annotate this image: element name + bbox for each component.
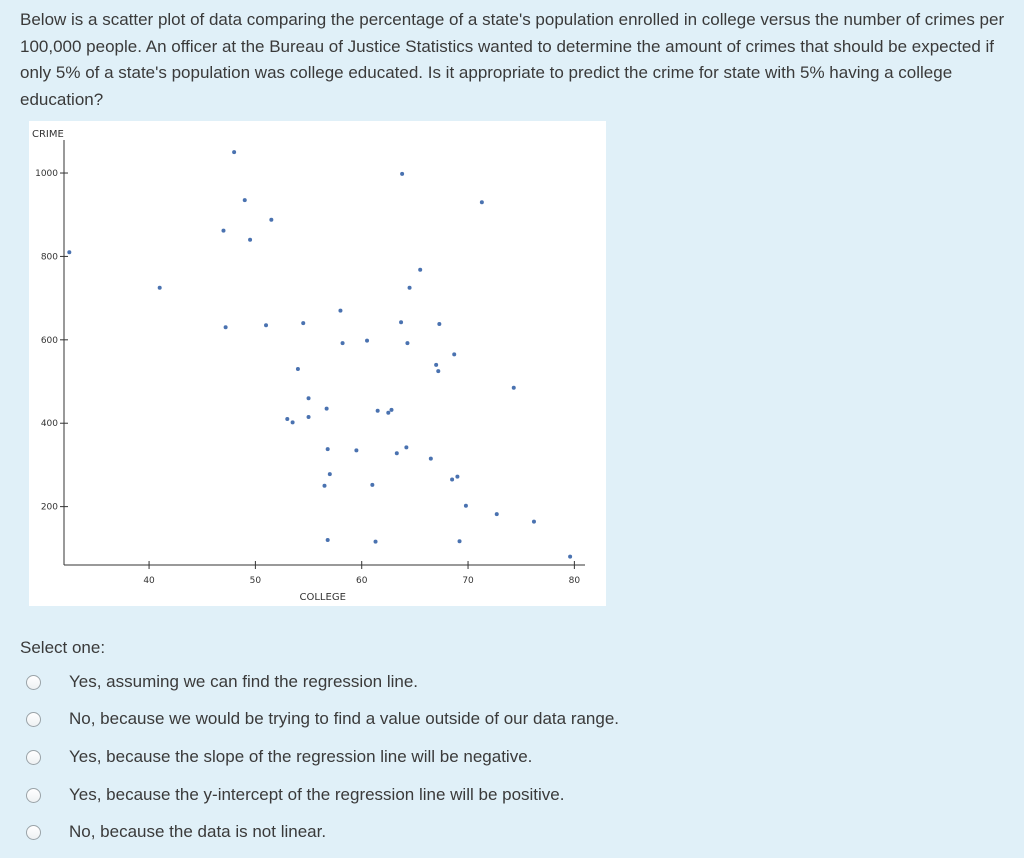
question-text: Below is a scatter plot of data comparin… [20,10,1005,109]
radio-button-icon[interactable] [26,674,41,690]
y-tick-label: 800 [41,252,58,262]
option-label: Yes, because the slope of the regression… [69,747,533,766]
scatter-point [354,448,359,453]
scatter-point [248,237,253,242]
x-tick-label: 50 [250,576,262,586]
scatter-point [407,285,412,290]
scatter-point [325,447,330,452]
scatter-point [285,417,290,422]
scatter-point [428,456,433,461]
radio-button-icon[interactable] [26,787,41,803]
scatter-point [264,323,269,328]
scatter-point [450,477,455,482]
option-5[interactable]: No, because the data is not linear. [26,819,326,845]
scatter-point [295,367,300,372]
scatter-point [306,414,311,419]
select-one-label: Select one: [20,638,106,657]
scatter-plot-panel: CRIME COLLEGE 200 400 600 800 1000 40 50 60 70 80 [29,121,606,606]
y-axis-label: CRIME [32,129,64,140]
scatter-point [437,321,442,326]
scatter-plot: CRIME COLLEGE 200 400 600 800 1000 40 50 60 70 80 [32,129,585,603]
scatter-point [340,341,345,346]
option-label: Yes, because the y-intercept of the regr… [69,785,565,804]
scatter-point [568,554,573,559]
scatter-point [494,512,499,517]
scatter-point [373,539,378,544]
scatter-point [327,472,332,477]
option-4[interactable]: Yes, because the y-intercept of the regr… [26,782,564,808]
scatter-point [531,519,536,524]
scatter-point [400,171,405,176]
x-tick-label: 70 [462,576,474,586]
scatter-point [365,338,370,343]
scatter-point [389,407,394,412]
scatter-point [306,396,311,401]
scatter-point [511,385,516,390]
x-tick-label: 80 [569,576,581,586]
scatter-point [463,503,468,508]
option-label: Yes, assuming we can find the regression… [69,672,419,691]
x-axis-label: COLLEGE [300,592,346,603]
option-label: No, because we would be trying to find a… [69,709,620,728]
scatter-point [455,474,460,479]
scatter-point [157,285,162,290]
scatter-point [394,451,399,456]
option-3[interactable]: Yes, because the slope of the regression… [26,744,532,770]
scatter-point [452,352,457,357]
scatter-point [269,217,274,222]
y-tick-label: 1000 [35,169,58,179]
scatter-point [386,410,391,415]
option-1[interactable]: Yes, assuming we can find the regression… [26,669,418,695]
scatter-point [324,406,329,411]
y-tick-label: 400 [41,419,58,429]
scatter-point [322,483,327,488]
option-label: No, because the data is not linear. [69,822,327,841]
scatter-point [242,198,247,203]
scatter-point [67,250,72,255]
scatter-point [370,482,375,487]
scatter-point [434,362,439,367]
scatter-point [232,150,237,155]
scatter-point [325,537,330,542]
y-tick-label: 200 [41,503,58,513]
radio-button-icon[interactable] [26,749,41,765]
scatter-point [399,320,404,325]
option-2[interactable]: No, because we would be trying to find a… [26,706,619,732]
scatter-point [375,408,380,413]
radio-button-icon[interactable] [26,824,41,840]
x-tick-label: 60 [356,576,368,586]
scatter-point [479,200,484,205]
scatter-point [457,539,462,544]
scatter-point [404,445,409,450]
scatter-point [223,325,228,330]
scatter-point [338,308,343,313]
scatter-point [436,369,441,374]
x-tick-label: 40 [143,576,155,586]
scatter-point [221,228,226,233]
scatter-point [418,267,423,272]
scatter-point [290,420,295,425]
y-tick-label: 600 [41,336,58,346]
radio-button-icon[interactable] [26,711,41,727]
scatter-point [301,321,306,326]
scatter-point [405,341,410,346]
